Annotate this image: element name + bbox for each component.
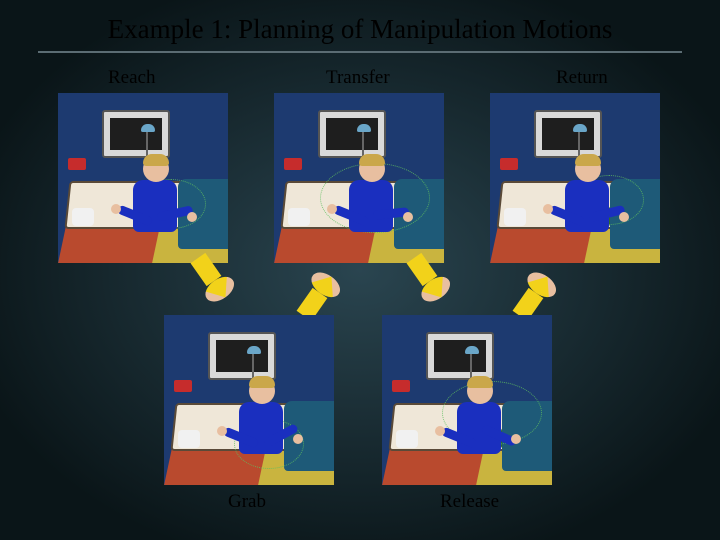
panel-release: [382, 315, 552, 485]
panel-grab: [164, 315, 334, 485]
diagram-stage: Reach Transfer Return: [0, 59, 720, 519]
label-transfer: Transfer: [326, 67, 390, 89]
slide-title: Example 1: Planning of Manipulation Moti…: [0, 0, 720, 51]
label-grab: Grab: [228, 491, 266, 513]
label-return: Return: [556, 67, 608, 89]
panel-transfer: [274, 93, 444, 263]
title-underline: [38, 51, 682, 53]
label-release: Release: [440, 491, 499, 513]
panel-return: [490, 93, 660, 263]
label-reach: Reach: [108, 67, 155, 89]
panel-reach: [58, 93, 228, 263]
